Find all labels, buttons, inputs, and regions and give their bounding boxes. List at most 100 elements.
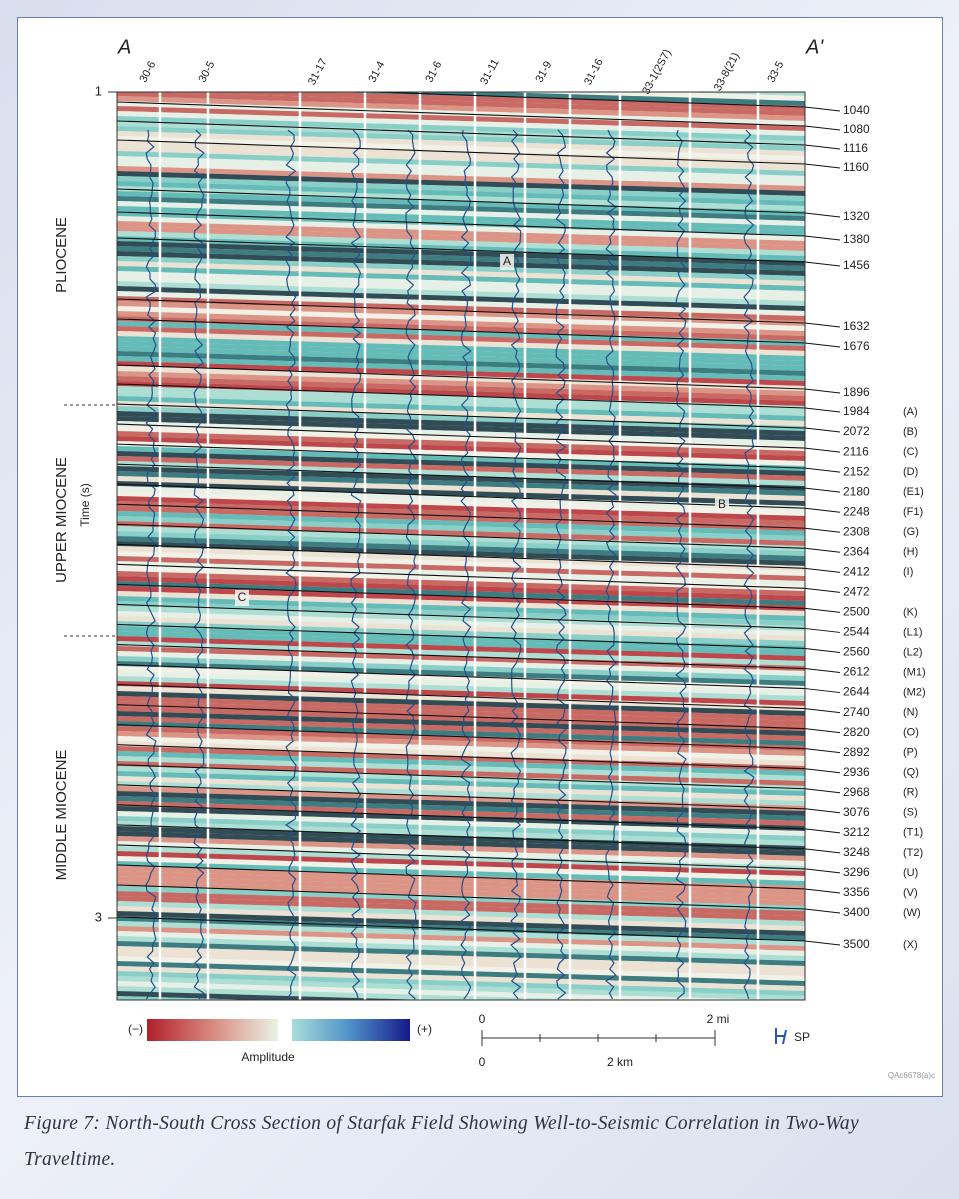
- horizon-depth: 2116: [843, 444, 869, 458]
- well-label: 31-6: [423, 59, 444, 84]
- horizon-depth: 3400: [843, 905, 870, 919]
- horizon-depth: 1116: [843, 141, 868, 155]
- annotation: A: [503, 254, 511, 268]
- horizon-leader: [805, 323, 840, 327]
- well-label: 31-11: [478, 57, 501, 87]
- horizon-depth: 1984: [843, 404, 870, 418]
- horizon-marker: (L1): [903, 626, 923, 638]
- caption: Figure 7: North-South Cross Section of S…: [24, 1106, 936, 1178]
- horizon-leader: [805, 448, 840, 452]
- seismic-section: [117, 66, 805, 1036]
- horizon-leader: [805, 909, 840, 913]
- horizon-depth: 2936: [843, 765, 870, 779]
- horizon-leader: [805, 126, 840, 130]
- horizon-marker: (L2): [903, 646, 923, 658]
- horizon-marker: (Q): [903, 767, 919, 779]
- horizon-leader: [805, 849, 840, 853]
- time-tick-label: 1: [95, 83, 102, 98]
- well-label: 31-4: [366, 59, 387, 84]
- horizon-depth: 2180: [843, 484, 870, 498]
- horizon-marker: (R): [903, 787, 918, 799]
- horizon-leader: [805, 869, 840, 873]
- well-label: 33-8(21): [712, 51, 742, 93]
- page: {"figure": { "section_labels": {"left": …: [0, 0, 959, 1199]
- figure-id: QAc6678(a)c: [888, 1071, 935, 1080]
- horizon-leader: [805, 749, 840, 753]
- horizon-leader: [805, 588, 840, 592]
- horizon-leader: [805, 789, 840, 793]
- horizon-depth: 2364: [843, 544, 870, 558]
- horizon-leader: [805, 709, 840, 713]
- horizon-depth: 1320: [843, 209, 870, 223]
- horizon-marker: (N): [903, 707, 918, 719]
- horizon-depth: 3248: [843, 845, 870, 859]
- horizon-leader: [805, 343, 840, 347]
- horizon-leader: [805, 669, 840, 673]
- horizon-marker: (H): [903, 546, 918, 558]
- section-label: A: [117, 36, 131, 58]
- horizon-depth: 2500: [843, 605, 870, 619]
- well-label: 31-16: [582, 57, 606, 87]
- horizon-marker: (U): [903, 867, 918, 879]
- horizon-marker: (P): [903, 747, 918, 759]
- color-bar: [292, 1019, 410, 1041]
- horizon-depth: 2644: [843, 685, 870, 699]
- horizon-depth: 3500: [843, 937, 870, 951]
- horizon-depth: 3356: [843, 885, 870, 899]
- horizon-leader: [805, 628, 840, 632]
- horizon-leader: [805, 428, 840, 432]
- horizon-depth: 1040: [843, 103, 870, 117]
- well-label: 30-6: [137, 59, 158, 84]
- horizon-leader: [805, 508, 840, 512]
- horizon-depth: 1456: [843, 258, 870, 272]
- horizon-depth: 1080: [843, 122, 870, 136]
- horizon-leader: [805, 648, 840, 652]
- sp-label: SP: [794, 1030, 810, 1044]
- horizon-marker: (T1): [903, 827, 923, 839]
- horizon-leader: [805, 262, 840, 266]
- figure: A A' 1 3 Time (s) PLIOCENE UPPER MIOCENE…: [0, 0, 959, 1100]
- horizon-leader: [805, 107, 840, 111]
- horizon-leader: [805, 769, 840, 773]
- horizon-depth: 2820: [843, 725, 870, 739]
- horizon-leader: [805, 164, 840, 168]
- horizon-marker: (G): [903, 526, 919, 538]
- horizon-leader: [805, 145, 840, 149]
- horizon-depth: 3212: [843, 825, 870, 839]
- horizon-leader: [805, 941, 840, 945]
- horizon-depth: 2612: [843, 665, 870, 679]
- epoch-label: PLIOCENE: [53, 217, 70, 293]
- horizon-marker: (F1): [903, 506, 923, 518]
- sp-icon: [776, 1028, 786, 1044]
- well-label: 31-9: [533, 59, 554, 84]
- horizon-depth: 3296: [843, 865, 870, 879]
- horizon-leader: [805, 213, 840, 217]
- horizon-marker: (D): [903, 466, 918, 478]
- horizon-marker: (B): [903, 426, 918, 438]
- horizon-leader: [805, 548, 840, 552]
- horizon-marker: (O): [903, 727, 919, 739]
- horizon-marker: (M1): [903, 666, 926, 678]
- horizon-marker: (X): [903, 939, 918, 951]
- horizon-marker: (E1): [903, 486, 924, 498]
- horizon-leader: [805, 528, 840, 532]
- legend-title: Amplitude: [241, 1050, 295, 1064]
- horizon-leader: [805, 389, 840, 393]
- reflector: [117, 66, 805, 91]
- horizon-leader: [805, 829, 840, 833]
- horizon-leader: [805, 608, 840, 612]
- time-tick-label: 3: [95, 909, 102, 924]
- legend-label: (+): [417, 1022, 432, 1036]
- horizon-leader: [805, 689, 840, 693]
- section-label: A': [805, 36, 824, 58]
- horizon-depth: 1380: [843, 232, 870, 246]
- horizon-leader: [805, 889, 840, 893]
- horizon-depth: 2152: [843, 464, 870, 478]
- horizon-leader: [805, 468, 840, 472]
- well-label: 31-17: [306, 57, 330, 87]
- horizon-marker: (C): [903, 446, 918, 458]
- horizon-marker: (A): [903, 406, 918, 418]
- horizon-depth: 1160: [843, 160, 869, 174]
- horizon-depth: 2308: [843, 524, 870, 538]
- horizon-depth: 2892: [843, 745, 870, 759]
